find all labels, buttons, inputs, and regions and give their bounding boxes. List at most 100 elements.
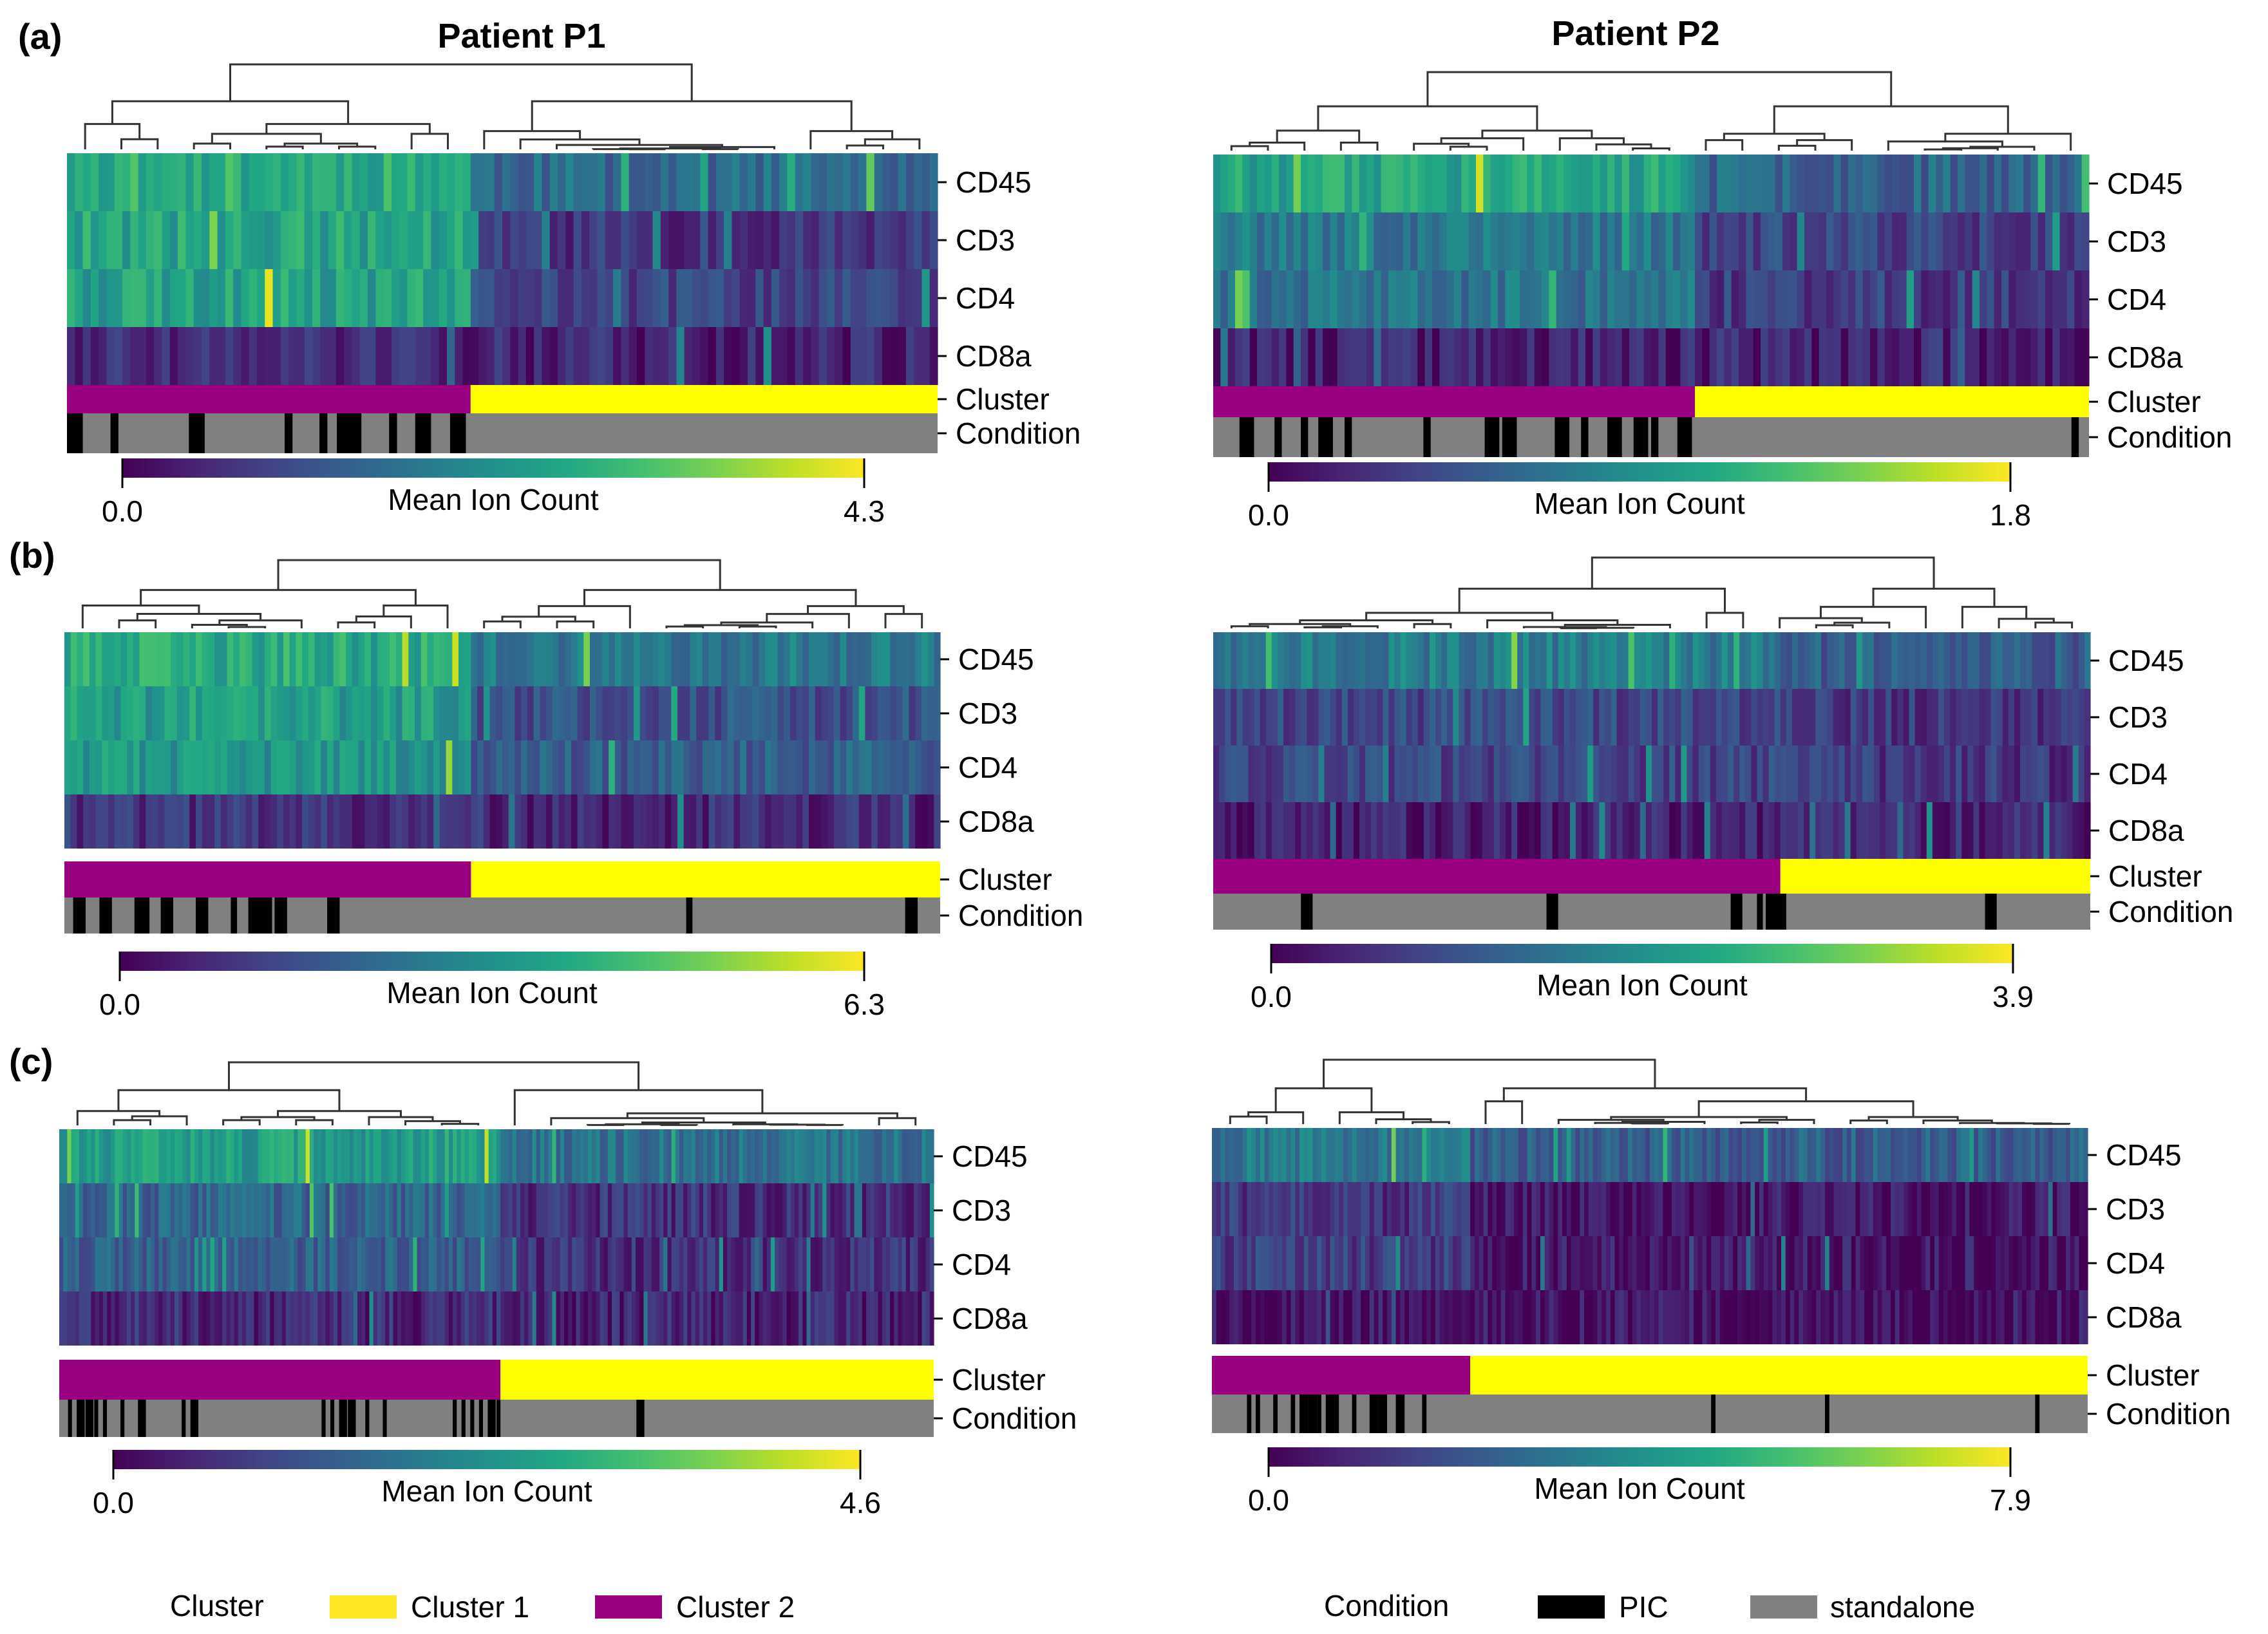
heatmap-cell [183, 686, 190, 740]
condition-mark-pic [120, 1400, 125, 1437]
heatmap-cell [842, 269, 851, 327]
heatmap-cell [1453, 632, 1459, 689]
heatmap-cell [1359, 746, 1366, 802]
heatmap-cell [1448, 1236, 1453, 1290]
heatmap-cell [909, 1183, 914, 1237]
heatmap-cell [1833, 1290, 1838, 1344]
dendrogram-branch [665, 625, 704, 628]
dendrogram [76, 1061, 917, 1126]
heatmap-cell [731, 1291, 735, 1346]
heatmap-cell [835, 153, 844, 211]
heatmap-cell [667, 1237, 672, 1291]
heatmap-cell [1374, 1128, 1379, 1182]
heatmap-cell [1593, 632, 1600, 689]
heatmap-cell [634, 794, 641, 849]
heatmap-cell [1359, 632, 1366, 689]
heatmap-cell [1343, 1290, 1348, 1344]
heatmap-cell [1374, 155, 1382, 212]
heatmap-cell [668, 153, 677, 211]
heatmap-cell [102, 632, 109, 686]
heatmap-cell [1717, 270, 1725, 328]
heatmap-cell [715, 632, 722, 686]
heatmap-cell [1461, 1290, 1466, 1344]
heatmap-cell [1891, 1128, 1896, 1182]
heatmap-cell [1838, 1290, 1843, 1344]
heatmap-cell [898, 327, 907, 385]
heatmap-cell [75, 327, 84, 385]
heatmap-cell [220, 740, 228, 794]
heatmap-cell [1417, 1182, 1422, 1236]
heatmap-cell [771, 794, 779, 849]
heatmap-cell [1441, 802, 1448, 859]
heatmap-cell [822, 1291, 827, 1346]
heatmap-cell [120, 740, 128, 794]
heatmap-cell [1505, 212, 1513, 270]
heatmap-cell [1453, 1128, 1458, 1182]
heatmap-cell [596, 1129, 601, 1183]
heatmap-cell [1680, 1236, 1685, 1290]
heatmap-cell [707, 1183, 712, 1237]
heatmap-cell [480, 1129, 486, 1183]
heatmap-cell [270, 1183, 274, 1237]
heatmap-cell [402, 632, 409, 686]
heatmap-cell [1721, 689, 1728, 746]
heatmap-cell [723, 1291, 728, 1346]
heatmap-cell [1990, 632, 1998, 689]
heatmap-cell [274, 1183, 279, 1237]
heatmap-cell [1229, 1290, 1234, 1344]
heatmap-cell [755, 211, 764, 269]
dendrogram-branch [131, 1115, 188, 1125]
heatmap-cell [765, 740, 772, 794]
heatmap-cell [727, 632, 735, 686]
heatmap-cell [1289, 746, 1296, 802]
heatmap-cell [1790, 1236, 1795, 1290]
heatmap-cell [1833, 746, 1840, 802]
heatmap-cell [222, 1183, 227, 1237]
heatmap-cell [1614, 212, 1623, 270]
heatmap-cell [335, 327, 345, 385]
heatmap-cell [154, 269, 163, 327]
heatmap-cell [1961, 746, 1968, 802]
heatmap-cell [1466, 1290, 1471, 1344]
heatmap-cell [811, 327, 820, 385]
heatmap-cell [421, 1237, 426, 1291]
heatmap-cell [1746, 328, 1754, 386]
heatmap-cell [246, 1291, 250, 1346]
heatmap-cell [371, 686, 378, 740]
heatmap-cell [111, 1291, 116, 1346]
heatmap-cell [254, 1183, 259, 1237]
heatmap-cell [457, 1129, 462, 1183]
heatmap-cell [874, 269, 883, 327]
heatmap-cell [2083, 1236, 2088, 1290]
heatmap-cell [1804, 328, 1812, 386]
heatmap-cell [573, 327, 582, 385]
heatmap-cell [312, 211, 321, 269]
heatmap-cell [1785, 1182, 1791, 1236]
heatmap-cell [1892, 328, 1900, 386]
heatmap-cell [1932, 746, 1939, 802]
heatmap-cell [460, 1291, 466, 1346]
heatmap-cell [646, 740, 653, 794]
heatmap-cell [711, 1291, 716, 1346]
heatmap-cell [2079, 1182, 2084, 1236]
heatmap-cell [2049, 632, 2056, 689]
heatmap-cell [2014, 689, 2021, 746]
heatmap-cell [175, 1129, 179, 1183]
heatmap-cell [1490, 212, 1498, 270]
heatmap-cell [2030, 328, 2039, 386]
heatmap-cell [70, 632, 78, 686]
heatmap-cell [652, 686, 659, 740]
heatmap-cell [1908, 1182, 1913, 1236]
heatmap-cell [914, 153, 923, 211]
heatmap-cell [1762, 802, 1770, 859]
heatmap-cell [2072, 632, 2079, 689]
heatmap-cell [2059, 328, 2068, 386]
heatmap-cell [77, 794, 84, 849]
heatmap-cell [352, 327, 361, 385]
heatmap-cell [405, 1237, 410, 1291]
heatmap-cell [2057, 1236, 2062, 1290]
heatmap-cell [162, 1183, 167, 1237]
heatmap-cell [727, 740, 735, 794]
condition-mark-pic [321, 1400, 326, 1437]
heatmap-cell [576, 1237, 581, 1291]
